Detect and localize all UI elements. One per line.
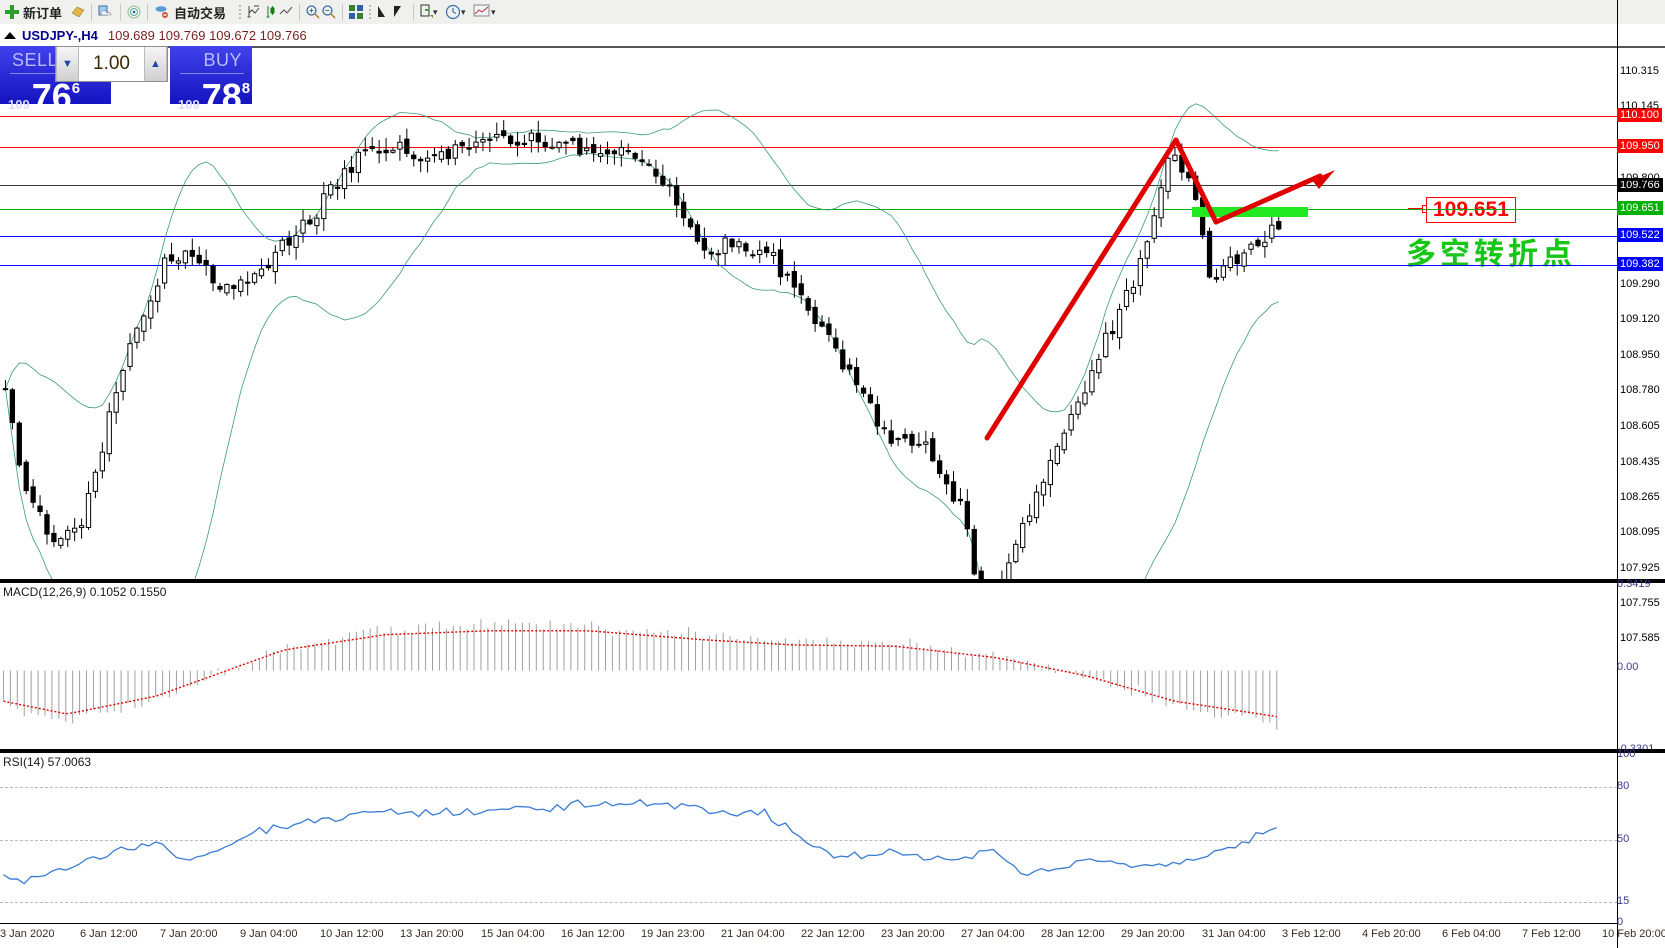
svg-text:▾: ▾ (433, 7, 438, 17)
svg-text:▾: ▾ (461, 7, 466, 17)
svg-text:▾: ▾ (491, 7, 496, 17)
